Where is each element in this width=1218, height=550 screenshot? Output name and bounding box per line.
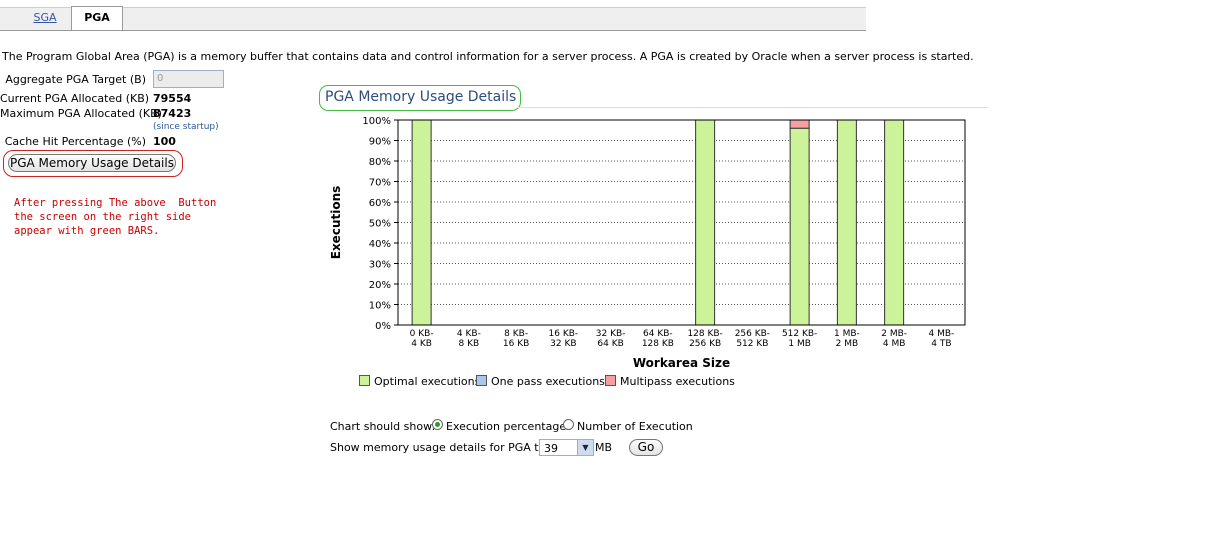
x-tick-label: 4 KB <box>411 339 432 349</box>
aggregate-target-input[interactable]: 0 <box>153 70 224 88</box>
bar-optimal <box>695 119 716 326</box>
y-tick-label: 30% <box>369 260 391 271</box>
x-tick-label: 1 MB <box>788 339 811 349</box>
x-tick-label: 16 KB <box>503 339 529 349</box>
pga-target-label: Show memory usage details for PGA target… <box>330 441 572 454</box>
x-tick-label: 4 TB <box>931 339 951 349</box>
chart-panel-title: PGA Memory Usage Details <box>325 89 517 105</box>
title-divider <box>518 107 988 108</box>
chart-title-ring <box>319 85 521 111</box>
y-axis-label: Executions <box>329 186 343 260</box>
pga-usage-chart: 0%10%20%30%40%50%60%70%80%90%100%0 KB-4 … <box>329 116 966 370</box>
x-axis-label: Workarea Size <box>633 356 730 370</box>
annotation-note: After pressing The above Button the scre… <box>14 197 217 237</box>
legend-onepass-swatch <box>476 375 487 386</box>
chart-show-label: Chart should show: <box>330 420 436 433</box>
y-tick-label: 10% <box>369 301 391 312</box>
bar-multipass <box>789 119 810 129</box>
x-tick-label: 8 KB <box>459 339 480 349</box>
cache-hit-value: 100 <box>153 135 176 148</box>
legend-optimal-swatch <box>359 375 370 386</box>
plot-area <box>398 120 965 325</box>
since-startup-note: (since startup) <box>153 122 219 132</box>
highlight-ring <box>3 150 183 177</box>
x-tick-label: 256 KB <box>689 339 721 349</box>
tab-pga[interactable]: PGA <box>71 6 123 30</box>
x-tick-label: 4 KB- <box>457 329 481 339</box>
legend-multipass-swatch <box>605 375 616 386</box>
y-tick-label: 80% <box>369 157 391 168</box>
maximum-allocated-value: 87423 <box>153 107 192 120</box>
legend-multipass: Multipass executions <box>605 375 735 388</box>
x-tick-label: 16 KB- <box>549 329 579 339</box>
legend-optimal-label: Optimal executions <box>374 375 481 388</box>
radio-execution-percentages-label: Execution percentages <box>446 420 572 433</box>
x-tick-label: 8 KB- <box>504 329 528 339</box>
x-tick-label: 64 KB <box>597 339 623 349</box>
radio-number-of-execution[interactable] <box>563 419 574 430</box>
y-tick-label: 0% <box>375 321 391 332</box>
radio-number-of-execution-label: Number of Execution <box>577 420 693 433</box>
y-tick-label: 90% <box>369 137 391 148</box>
y-tick-label: 70% <box>369 178 391 189</box>
y-tick-label: 60% <box>369 198 391 209</box>
x-tick-label: 4 MB- <box>928 329 954 339</box>
pga-description: The Program Global Area (PGA) is a memor… <box>2 50 974 63</box>
bar-optimal <box>836 119 857 326</box>
x-tick-label: 128 KB <box>642 339 674 349</box>
legend-onepass: One pass executions <box>476 375 605 388</box>
x-tick-label: 2 MB- <box>881 329 907 339</box>
cache-hit-label: Cache Hit Percentage (%) <box>4 135 146 148</box>
x-tick-label: 64 KB- <box>643 329 673 339</box>
x-tick-label: 32 KB <box>550 339 576 349</box>
aggregate-target-label: Aggregate PGA Target (B) <box>5 73 146 86</box>
pga-target-unit: MB <box>595 441 613 454</box>
x-tick-label: 1 MB- <box>834 329 860 339</box>
tab-sga[interactable]: SGA <box>33 11 57 24</box>
bar-optimal <box>789 127 810 326</box>
radio-execution-percentages[interactable] <box>432 419 443 430</box>
y-tick-label: 50% <box>369 219 391 230</box>
current-allocated-label: Current PGA Allocated (KB) <box>0 92 150 105</box>
legend-multipass-label: Multipass executions <box>620 375 735 388</box>
x-tick-label: 4 MB <box>883 339 906 349</box>
x-tick-label: 0 KB- <box>410 329 434 339</box>
x-tick-label: 512 KB <box>736 339 768 349</box>
legend-onepass-label: One pass executions <box>491 375 605 388</box>
tab-bar-background <box>0 7 866 31</box>
x-tick-label: 32 KB- <box>596 329 626 339</box>
memory-usage-details-button[interactable]: PGA Memory Usage Details <box>8 154 176 172</box>
tab-bar: SGA PGA <box>0 6 866 31</box>
current-allocated-value: 79554 <box>153 92 192 105</box>
x-tick-label: 2 MB <box>836 339 859 349</box>
y-tick-label: 40% <box>369 239 391 250</box>
maximum-allocated-label: Maximum PGA Allocated (KB) <box>0 107 162 120</box>
x-tick-label: 512 KB- <box>782 329 817 339</box>
legend-optimal: Optimal executions <box>359 375 480 388</box>
chevron-down-icon[interactable]: ▼ <box>577 440 593 455</box>
pga-target-value: 39 <box>544 442 558 455</box>
plot-border <box>397 119 966 326</box>
y-tick-label: 20% <box>369 280 391 291</box>
x-tick-label: 256 KB- <box>735 329 770 339</box>
bar-optimal <box>884 119 905 326</box>
y-tick-label: 100% <box>362 116 391 127</box>
go-button[interactable]: Go <box>629 439 663 456</box>
bar-optimal <box>411 119 432 326</box>
pga-target-select[interactable]: 39 ▼ <box>539 439 594 456</box>
x-tick-label: 128 KB- <box>687 329 722 339</box>
